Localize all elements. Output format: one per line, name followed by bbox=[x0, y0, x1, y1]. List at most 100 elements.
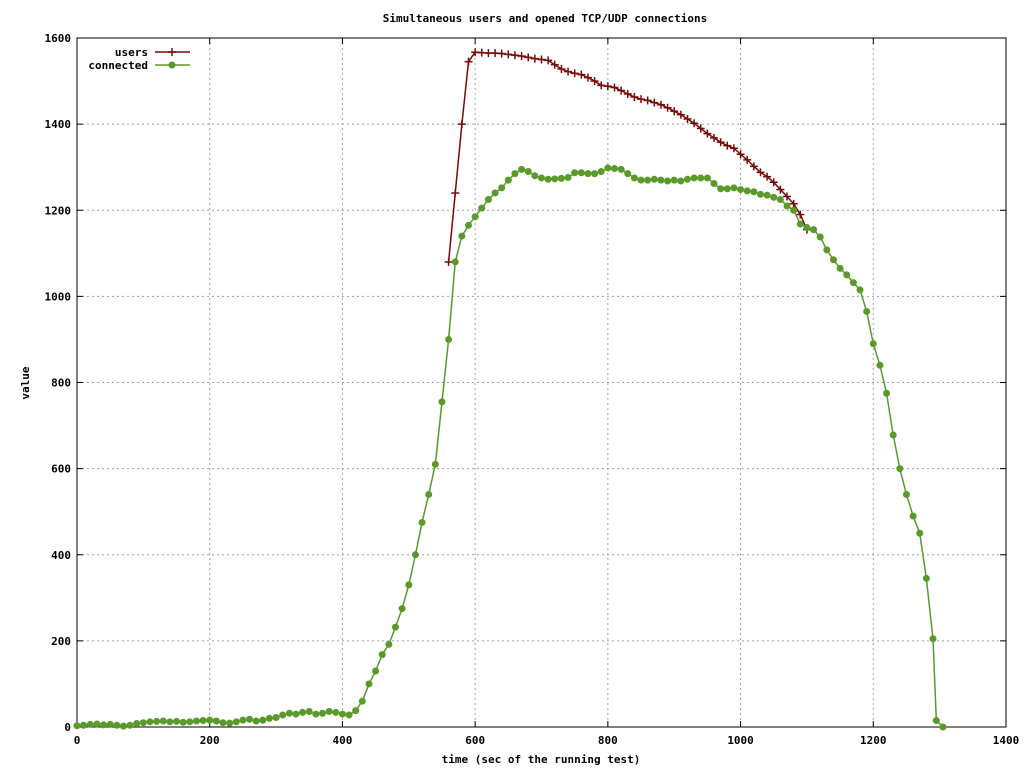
data-point-connected bbox=[445, 335, 453, 343]
data-point-users bbox=[743, 155, 752, 164]
data-point-users bbox=[756, 168, 765, 177]
data-point-users bbox=[444, 257, 453, 266]
data-point-connected bbox=[657, 176, 665, 184]
data-point-connected bbox=[816, 233, 824, 241]
data-point-connected bbox=[119, 722, 127, 730]
series bbox=[73, 48, 947, 731]
data-point-connected bbox=[372, 667, 380, 675]
series-line-users bbox=[447, 51, 808, 262]
data-point-connected bbox=[106, 720, 114, 728]
data-point-connected bbox=[212, 717, 220, 725]
data-point-connected bbox=[425, 490, 433, 498]
data-point-connected bbox=[723, 185, 731, 193]
data-point-connected bbox=[199, 717, 207, 725]
data-point-connected bbox=[418, 518, 426, 526]
y-tick-label: 800 bbox=[51, 377, 71, 390]
data-point-users bbox=[637, 95, 646, 104]
data-point-connected bbox=[650, 175, 658, 183]
data-point-users bbox=[597, 81, 606, 90]
data-point-connected bbox=[411, 551, 419, 559]
data-point-connected bbox=[511, 170, 519, 178]
data-point-connected bbox=[557, 174, 565, 182]
data-point-users bbox=[610, 83, 619, 92]
data-point-connected bbox=[504, 176, 512, 184]
legend-marker bbox=[168, 48, 176, 56]
data-point-connected bbox=[531, 172, 539, 180]
data-point-connected bbox=[889, 431, 897, 439]
data-point-connected bbox=[133, 720, 141, 728]
data-point-connected bbox=[139, 719, 147, 727]
legend-label-connected: connected bbox=[88, 59, 148, 72]
data-point-connected bbox=[584, 170, 592, 178]
data-point-connected bbox=[939, 723, 947, 731]
data-point-connected bbox=[173, 717, 181, 725]
data-point-users bbox=[683, 114, 692, 123]
data-point-users bbox=[497, 49, 506, 58]
data-point-users bbox=[696, 124, 705, 133]
data-point-connected bbox=[849, 279, 857, 287]
data-point-connected bbox=[80, 721, 88, 729]
data-point-users bbox=[789, 199, 798, 208]
data-point-users bbox=[676, 110, 685, 119]
data-point-connected bbox=[597, 167, 605, 175]
data-point-connected bbox=[146, 718, 154, 726]
data-point-connected bbox=[239, 716, 247, 724]
data-point-connected bbox=[551, 175, 559, 183]
data-point-connected bbox=[683, 175, 691, 183]
data-point-users bbox=[776, 185, 785, 194]
data-point-connected bbox=[478, 204, 486, 212]
data-point-connected bbox=[159, 717, 167, 725]
data-point-connected bbox=[524, 167, 532, 175]
data-point-connected bbox=[863, 307, 871, 315]
data-point-users bbox=[544, 56, 553, 65]
data-point-connected bbox=[664, 177, 672, 185]
data-point-users bbox=[656, 100, 665, 109]
series-users bbox=[444, 48, 811, 266]
data-point-connected bbox=[325, 707, 333, 715]
data-point-connected bbox=[352, 707, 360, 715]
data-point-users bbox=[577, 70, 586, 79]
legend-marker bbox=[168, 61, 176, 69]
data-point-users bbox=[736, 150, 745, 159]
data-point-users bbox=[710, 133, 719, 142]
data-point-connected bbox=[564, 174, 572, 182]
data-point-users bbox=[583, 73, 592, 82]
data-point-connected bbox=[756, 190, 764, 198]
data-point-connected bbox=[829, 256, 837, 264]
data-point-connected bbox=[378, 651, 386, 659]
y-tick-label: 0 bbox=[64, 721, 71, 734]
data-point-connected bbox=[272, 714, 280, 722]
y-tick-label: 1200 bbox=[45, 204, 72, 217]
data-point-connected bbox=[491, 189, 499, 197]
data-point-connected bbox=[743, 187, 751, 195]
x-tick-label: 1200 bbox=[860, 734, 887, 747]
data-point-users bbox=[716, 138, 725, 147]
data-point-connected bbox=[869, 340, 877, 348]
data-point-connected bbox=[916, 529, 924, 537]
data-point-connected bbox=[126, 721, 134, 729]
data-point-connected bbox=[252, 717, 260, 725]
data-point-users bbox=[670, 107, 679, 116]
data-point-users bbox=[530, 54, 539, 63]
data-point-connected bbox=[438, 398, 446, 406]
data-point-connected bbox=[604, 164, 612, 172]
legend-swatch-users bbox=[155, 48, 190, 56]
data-point-connected bbox=[750, 188, 758, 196]
x-axis-label: time (sec of the running test) bbox=[442, 753, 641, 766]
data-point-connected bbox=[896, 465, 904, 473]
legend-label-users: users bbox=[115, 46, 148, 59]
data-point-connected bbox=[577, 169, 585, 177]
data-point-connected bbox=[232, 718, 240, 726]
data-point-users bbox=[603, 82, 612, 91]
data-point-connected bbox=[285, 709, 293, 717]
data-point-connected bbox=[624, 170, 632, 178]
y-tick-label: 1000 bbox=[45, 290, 72, 303]
data-point-connected bbox=[518, 165, 526, 173]
data-point-connected bbox=[737, 186, 745, 194]
data-point-connected bbox=[796, 220, 804, 228]
data-point-users bbox=[630, 92, 639, 101]
data-point-connected bbox=[358, 697, 366, 705]
data-point-connected bbox=[571, 169, 579, 177]
data-point-connected bbox=[591, 170, 599, 178]
data-point-connected bbox=[710, 180, 718, 188]
